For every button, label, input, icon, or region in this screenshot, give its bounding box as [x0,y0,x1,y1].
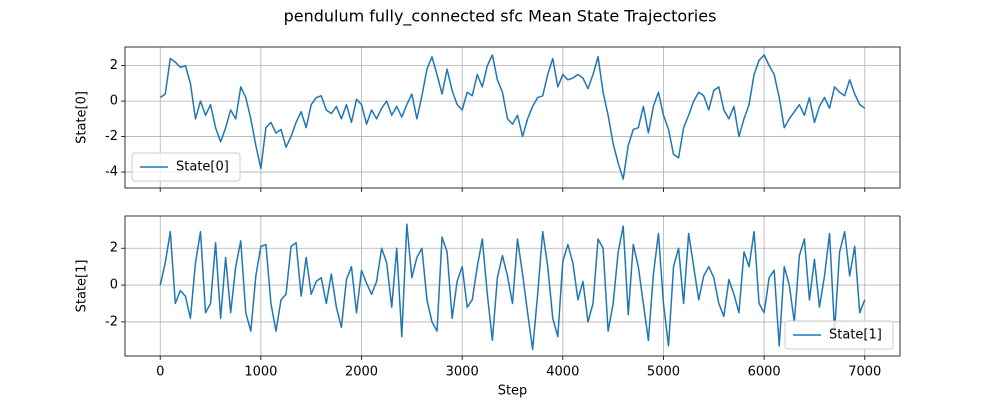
x-tick-label: 7000 [848,365,881,380]
x-tick-label: 1000 [244,365,277,380]
y-tick-label: 2 [110,241,118,256]
y-tick-label: 0 [110,94,118,109]
y-axis-label: State[0] [75,91,90,144]
y-tick-label: -2 [105,129,118,144]
legend-label: State[1] [829,328,882,343]
legend-box [784,320,894,350]
y-axis-label: State[1] [75,260,90,313]
x-tick-label: 6000 [748,365,781,380]
axes-frame [124,215,901,357]
y-tick-label: -4 [105,165,118,180]
x-tick-label: 0 [156,365,164,380]
figure-title: pendulum fully_connected sfc Mean State … [284,7,717,27]
x-tick-label: 4000 [546,365,579,380]
y-tick-label: 2 [110,58,118,73]
y-tick-label: 0 [110,278,118,293]
x-tick-label: 3000 [446,365,479,380]
legend-box [131,152,241,182]
x-tick-label: 5000 [647,365,680,380]
series-line [159,223,866,351]
axes-frame [124,46,901,189]
series-line [159,54,866,180]
x-tick-label: 2000 [345,365,378,380]
legend-label: State[0] [176,160,229,175]
y-tick-label: -2 [105,314,118,329]
x-axis-label: Step [498,384,528,399]
